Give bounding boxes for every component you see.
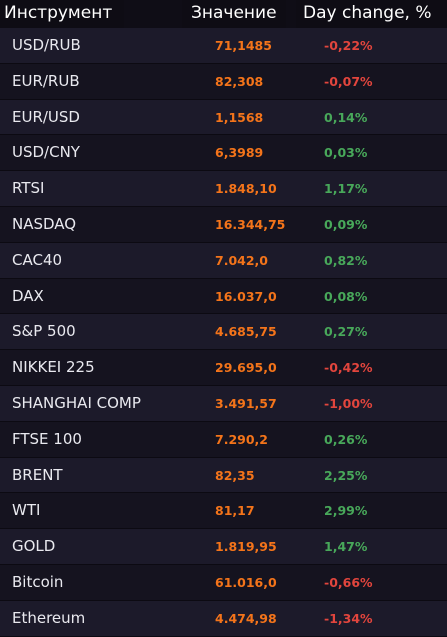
table-row[interactable]: S&P 500 4.685,75 0,27%	[0, 314, 447, 351]
instrument-name: FTSE 100	[12, 429, 82, 448]
table-row[interactable]: NIKKEI 225 29.695,0 -0,42%	[0, 350, 447, 386]
table-row[interactable]: SHANGHAI COMP 3.491,57 -1,00%	[0, 385, 447, 422]
day-change-percent: 0,08%	[324, 288, 368, 304]
day-change-percent: -0,22%	[324, 38, 373, 53]
table-row[interactable]: Bitcoin 61.016,0 -0,66%	[0, 564, 447, 601]
instrument-name: SHANGHAI COMP	[12, 393, 141, 412]
instrument-value: 1,1568	[215, 109, 264, 125]
table-row[interactable]: NASDAQ 16.344,75 0,09%	[0, 206, 447, 243]
instrument-value: 1.819,95	[215, 539, 277, 555]
day-change-percent: 2,25%	[324, 467, 368, 483]
day-change-percent: -1,00%	[324, 395, 373, 411]
instrument-name: BRENT	[12, 465, 63, 484]
instrument-name: WTI	[12, 501, 41, 520]
instrument-value: 4.685,75	[215, 324, 277, 340]
instrument-value: 6,3989	[215, 145, 264, 161]
instrument-name: RTSI	[12, 179, 45, 198]
instrument-name: GOLD	[12, 537, 56, 556]
day-change-percent: -1,34%	[324, 610, 373, 626]
column-header-value[interactable]: Значение	[182, 0, 286, 28]
day-change-percent: 0,14%	[324, 109, 368, 125]
table-row[interactable]: EUR/USD 1,1568 0,14%	[0, 99, 447, 136]
instrument-value: 7.290,2	[215, 431, 268, 447]
table-row[interactable]: GOLD 1.819,95 1,47%	[0, 529, 447, 565]
instrument-value: 81,17	[215, 503, 255, 519]
instrument-name: DAX	[12, 286, 44, 305]
day-change-percent: 0,26%	[324, 431, 368, 447]
table-row[interactable]: USD/CNY 6,3989 0,03%	[0, 135, 447, 172]
table-row[interactable]: RTSI 1.848,10 1,17%	[0, 171, 447, 207]
table-row[interactable]: DAX 16.037,0 0,08%	[0, 278, 447, 315]
table-header: Инструмент Значение Day change, %	[0, 0, 447, 28]
day-change-percent: 2,99%	[324, 503, 368, 519]
column-header-instrument[interactable]: Инструмент	[0, 0, 124, 28]
instrument-name: Ethereum	[12, 608, 86, 627]
table-row[interactable]: USD/RUB 71,1485 -0,22%	[0, 28, 447, 64]
column-header-day-change[interactable]: Day change, %	[296, 0, 447, 28]
instrument-value: 61.016,0	[215, 574, 277, 590]
instrument-name: S&P 500	[12, 322, 76, 341]
instrument-name: USD/CNY	[12, 143, 80, 162]
instrument-value: 7.042,0	[215, 252, 268, 268]
day-change-percent: -0,42%	[324, 360, 373, 376]
instrument-value: 71,1485	[215, 38, 272, 53]
day-change-percent: 0,09%	[324, 216, 368, 232]
day-change-percent: -0,66%	[324, 574, 373, 590]
instrument-name: EUR/RUB	[12, 71, 80, 90]
day-change-percent: 0,27%	[324, 324, 368, 340]
instrument-value: 16.344,75	[215, 216, 286, 232]
table-row[interactable]: BRENT 82,35 2,25%	[0, 457, 447, 494]
table-row[interactable]: FTSE 100 7.290,2 0,26%	[0, 421, 447, 458]
instrument-name: CAC40	[12, 250, 63, 269]
day-change-percent: 1,17%	[324, 181, 368, 197]
instrument-value: 1.848,10	[215, 181, 277, 197]
instrument-value: 82,35	[215, 467, 255, 483]
instrument-name: NASDAQ	[12, 214, 77, 233]
instrument-value: 82,308	[215, 73, 264, 89]
instrument-name: EUR/USD	[12, 107, 80, 126]
day-change-percent: 0,82%	[324, 252, 368, 268]
day-change-percent: 1,47%	[324, 539, 368, 555]
quotes-table-body: USD/RUB 71,1485 -0,22% EUR/RUB 82,308 -0,07% E…	[0, 28, 447, 637]
instrument-value: 29.695,0	[215, 360, 277, 376]
instrument-name: Bitcoin	[12, 572, 64, 591]
instrument-value: 16.037,0	[215, 288, 277, 304]
table-row[interactable]: Ethereum 4.474,98 -1,34%	[0, 600, 447, 637]
instrument-value: 3.491,57	[215, 395, 277, 411]
day-change-percent: -0,07%	[324, 73, 373, 89]
table-row[interactable]: CAC40 7.042,0 0,82%	[0, 242, 447, 279]
day-change-percent: 0,03%	[324, 145, 368, 161]
instrument-name: NIKKEI 225	[12, 358, 95, 377]
table-row[interactable]: WTI 81,17 2,99%	[0, 493, 447, 530]
instrument-value: 4.474,98	[215, 610, 277, 626]
instrument-name: USD/RUB	[12, 36, 81, 54]
table-row[interactable]: EUR/RUB 82,308 -0,07%	[0, 63, 447, 100]
